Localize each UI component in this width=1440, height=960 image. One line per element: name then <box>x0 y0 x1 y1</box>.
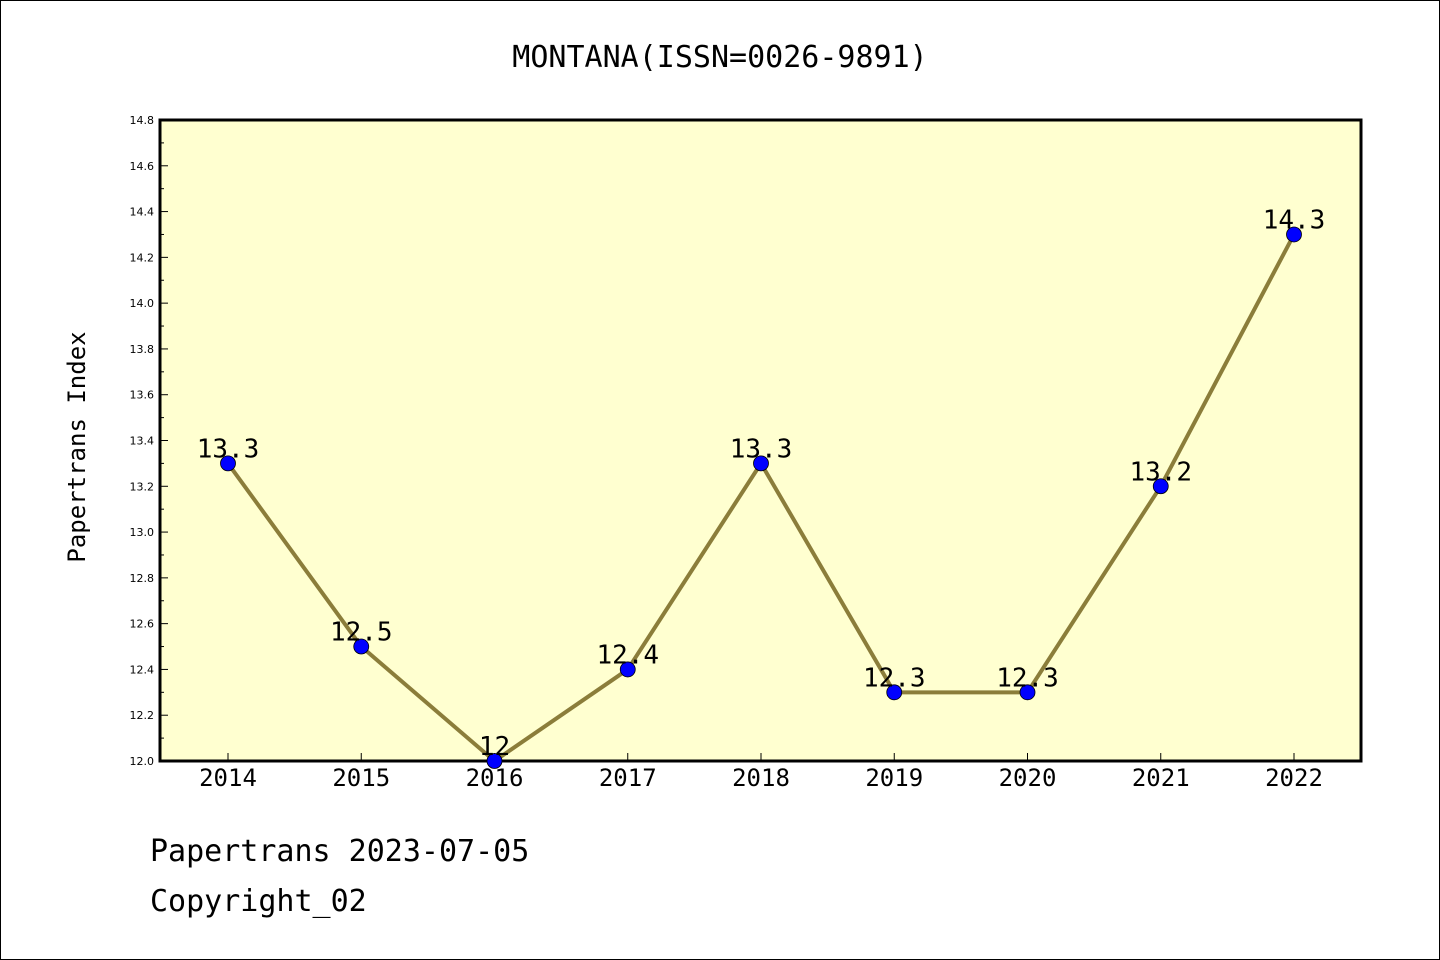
y-tick-label: 12.4 <box>130 663 155 676</box>
y-axis: 12.0 12.2 12.4 12.6 12.8 13.0 13.2 13.4 13.6 13.8… <box>130 114 168 768</box>
y-tick-label: 14.2 <box>130 251 155 264</box>
y-tick-label: 13.2 <box>130 480 155 493</box>
data-label: 13.3 <box>197 434 260 464</box>
y-tick-label: 14.0 <box>130 297 155 310</box>
data-point <box>486 753 503 769</box>
chart-title: MONTANA(ISSN=0026-9891) <box>512 40 927 75</box>
footer-copyright-text: Copyright_02 <box>150 884 367 919</box>
x-tick-label: 2014 <box>199 764 257 792</box>
data-point <box>619 661 636 678</box>
y-tick-label: 14.6 <box>130 160 155 173</box>
x-tick-label: 2020 <box>999 764 1057 792</box>
y-tick-label: 13.6 <box>130 389 155 402</box>
data-label: 12.3 <box>863 663 926 693</box>
data-label: 12.3 <box>996 663 1059 693</box>
data-point <box>353 638 370 655</box>
x-tick-label: 2019 <box>865 764 923 792</box>
footer-date-text: Papertrans 2023-07-05 <box>150 834 530 869</box>
x-axis: 2014 2015 2016 2017 2018 2019 2020 2021 2022 <box>199 753 1323 792</box>
data-point <box>1019 684 1036 701</box>
y-tick-label: 13.4 <box>130 435 155 448</box>
y-tick-label: 14.8 <box>130 114 155 127</box>
x-tick-label: 2018 <box>732 764 790 792</box>
y-tick-label: 13.8 <box>130 343 155 356</box>
data-label: 13.2 <box>1129 457 1192 487</box>
y-tick-label: 14.4 <box>130 206 155 219</box>
data-point <box>753 455 769 472</box>
data-label: 12.5 <box>330 618 393 648</box>
y-axis-label: Papertrans Index <box>63 331 91 562</box>
data-label: 13.3 <box>730 434 793 464</box>
data-label: 12 <box>479 732 510 762</box>
data-label: 14.3 <box>1263 205 1326 235</box>
y-tick-label: 12.2 <box>130 709 155 722</box>
x-tick-label: 2015 <box>332 764 390 792</box>
x-tick-label: 2022 <box>1265 764 1323 792</box>
y-tick-label: 12.8 <box>130 572 155 585</box>
y-tick-label: 13.0 <box>130 526 155 539</box>
x-tick-label: 2021 <box>1132 764 1190 792</box>
data-series: 13.3 12.5 12 12.4 13.3 12.3 12.3 13.2 14.3 <box>197 205 1326 769</box>
data-point <box>220 455 236 472</box>
y-tick-label: 12.0 <box>130 755 155 768</box>
data-point <box>886 684 903 701</box>
data-point <box>1286 226 1302 243</box>
data-point <box>1152 478 1169 495</box>
data-label: 12.4 <box>596 640 659 670</box>
y-tick-label: 12.6 <box>130 618 155 631</box>
x-tick-label: 2017 <box>599 764 657 792</box>
